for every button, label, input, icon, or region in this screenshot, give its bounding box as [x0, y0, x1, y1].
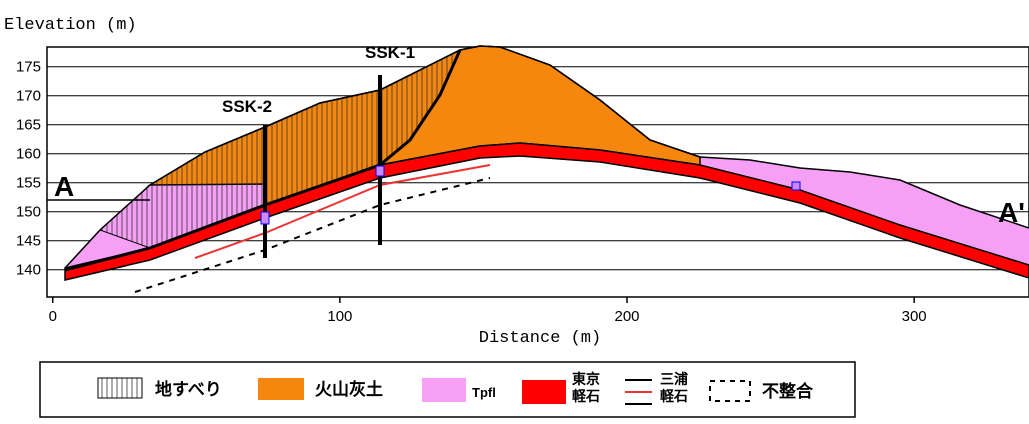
y-tick-label: 170	[16, 88, 41, 105]
y-tick-label: 175	[16, 59, 41, 76]
legend-label: 東京軽石	[572, 371, 600, 404]
x-tick-label: 0	[49, 308, 57, 325]
cross-section: 140 145 150 155 160 165 170 175 0 100 200 300 SSK-1…	[0, 0, 1029, 424]
y-tick-label: 150	[16, 204, 41, 221]
x-tick-label: 200	[614, 308, 639, 325]
y-tick-label: 155	[16, 175, 41, 192]
x-tick-label: 300	[902, 308, 927, 325]
y-tick-label: 165	[16, 117, 41, 134]
y-axis-label: Elevation (m)	[4, 16, 137, 35]
sample	[792, 182, 800, 190]
legend-label: Tpfl	[472, 385, 496, 400]
sample	[261, 212, 269, 224]
x-tick-label: 100	[327, 308, 352, 325]
section-label: A'	[998, 197, 1025, 228]
y-tick-label: 140	[16, 262, 41, 279]
x-axis-label: Distance (m)	[479, 329, 601, 348]
y-tick-label: 145	[16, 233, 41, 250]
borehole-label: SSK-2	[222, 97, 272, 116]
legend-label: 火山灰土	[315, 379, 383, 399]
y-tick-label: 160	[16, 146, 41, 163]
legend-label: 地すべり	[155, 379, 222, 399]
sample	[376, 166, 384, 176]
legend-label: 三浦軽石	[660, 371, 688, 404]
section-label: A	[54, 171, 74, 202]
borehole-label: SSK-1	[365, 43, 415, 62]
legend-label: 不整合	[762, 381, 814, 401]
